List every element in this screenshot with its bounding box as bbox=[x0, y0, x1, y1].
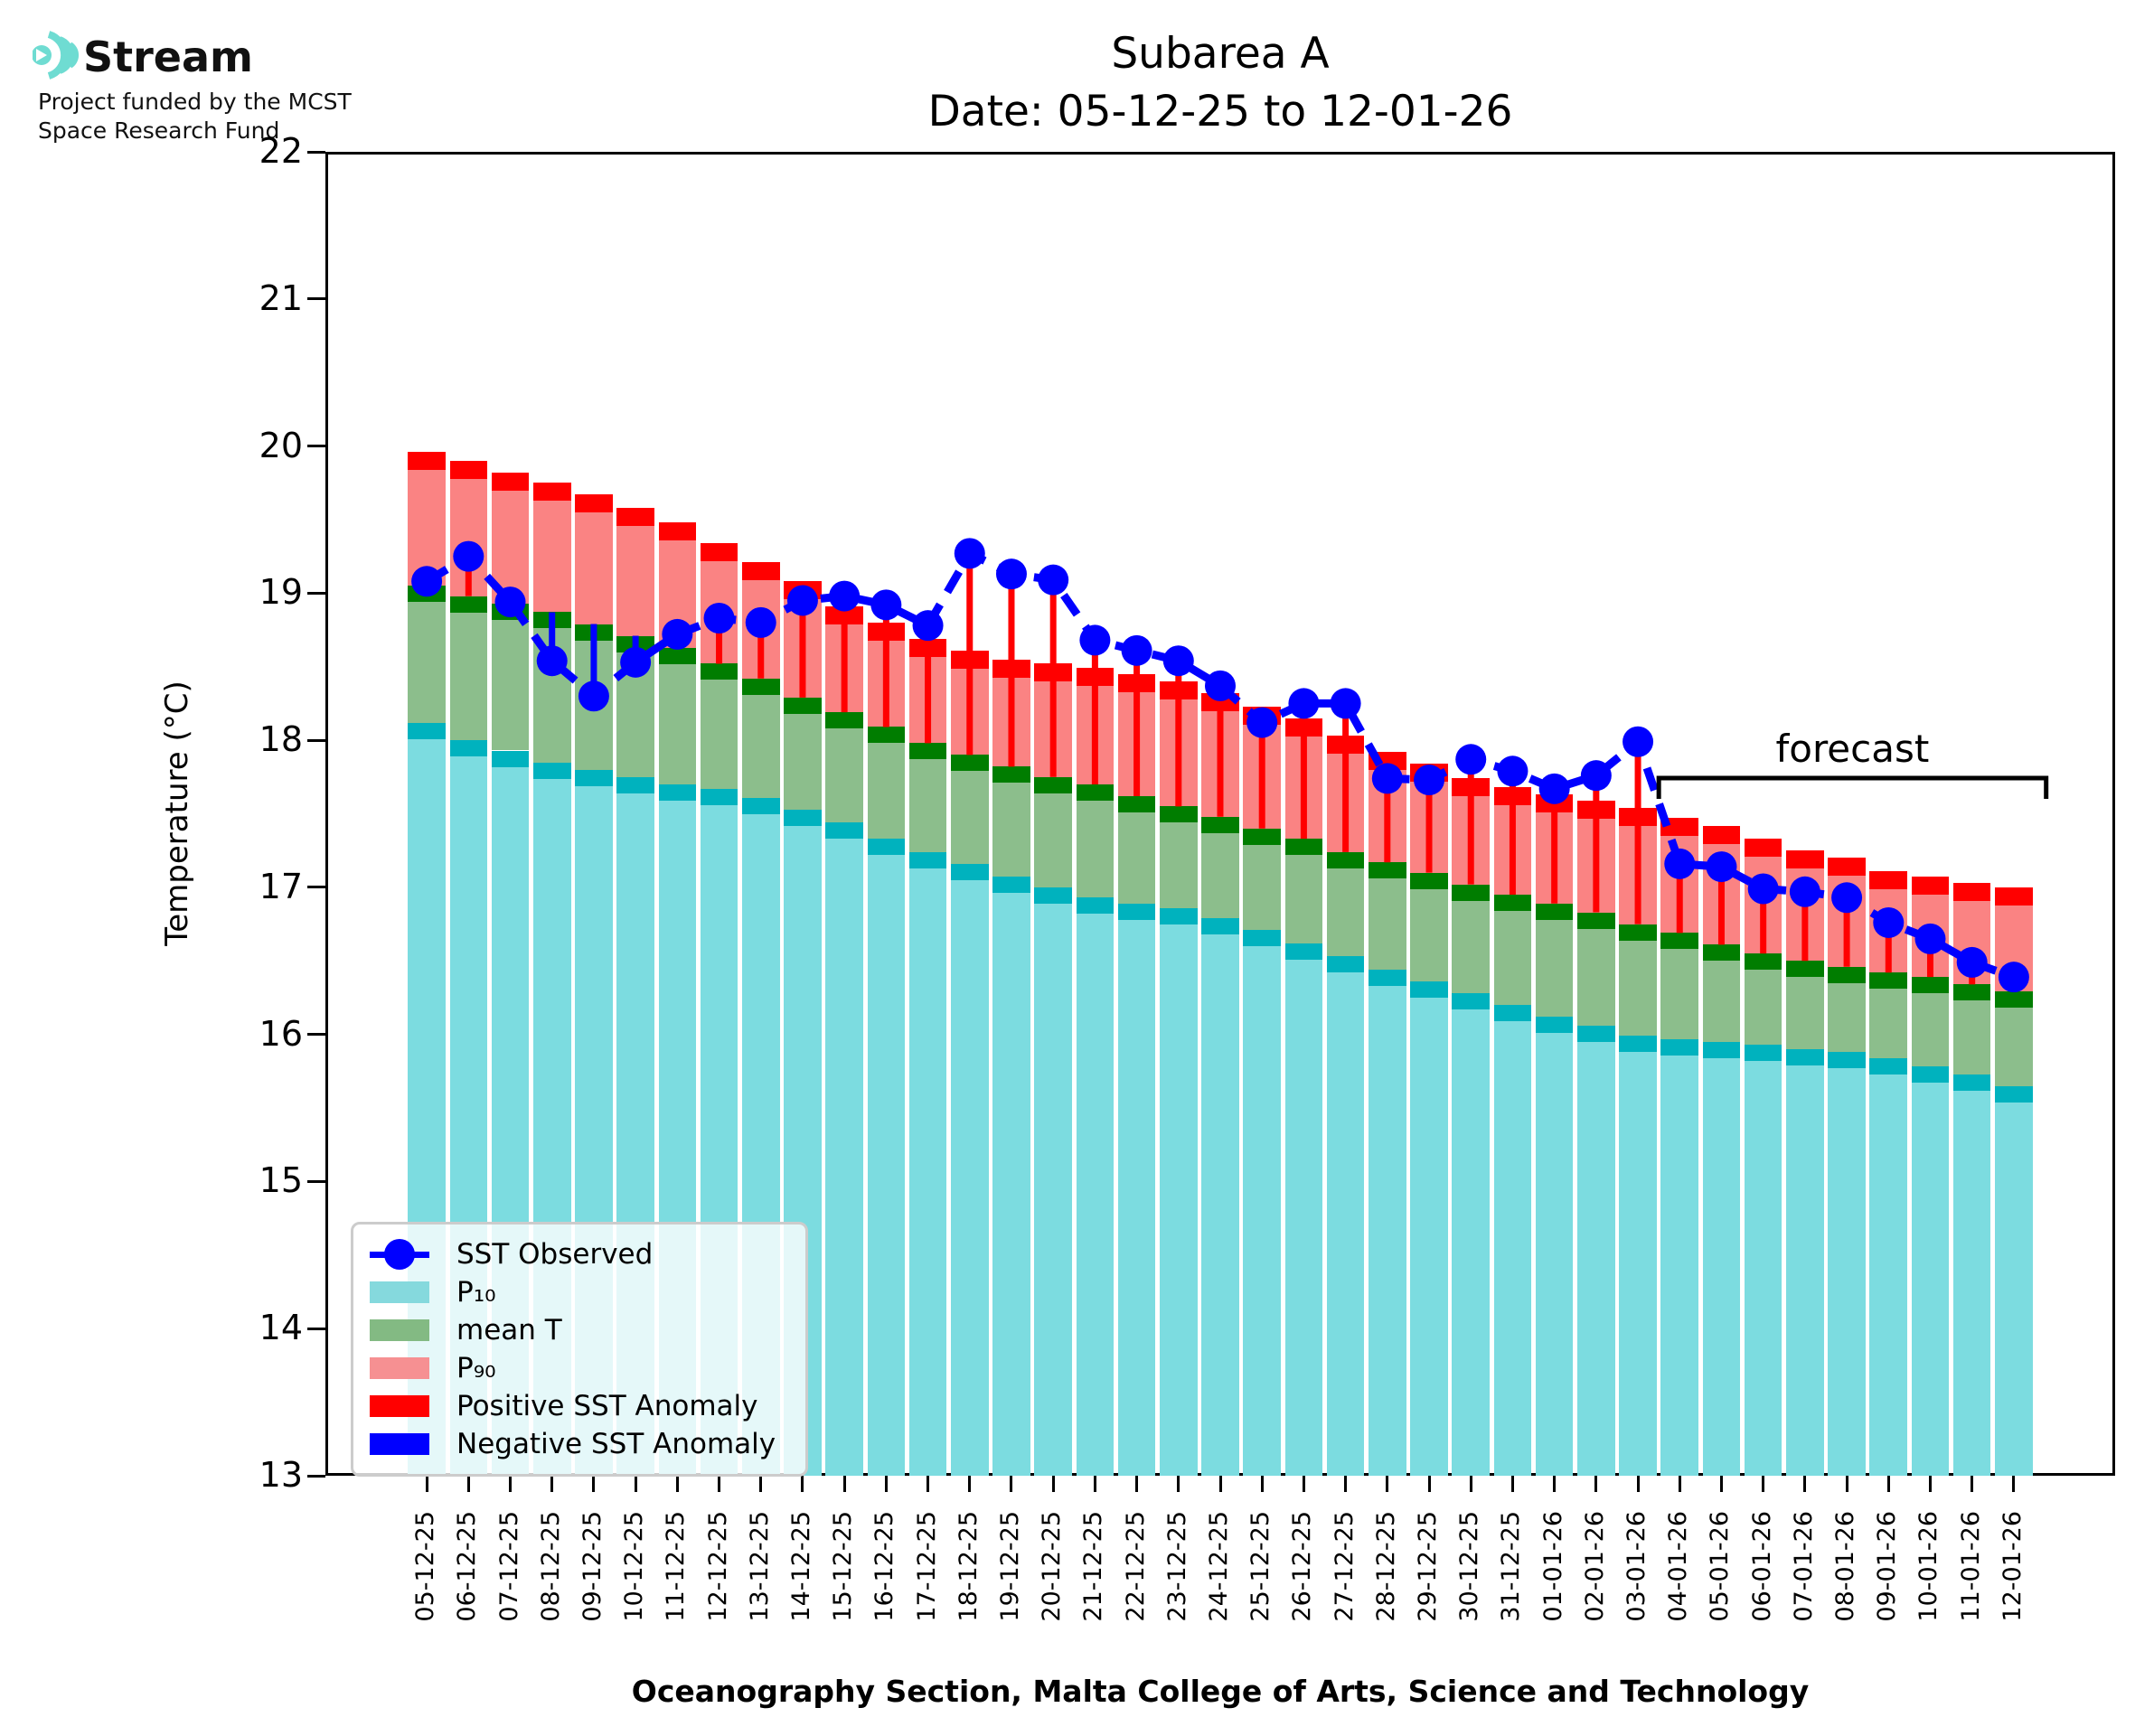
sst-observed-point bbox=[1789, 876, 1820, 907]
sst-observed-point bbox=[536, 645, 568, 677]
sst-observed-point bbox=[1747, 873, 1779, 905]
sst-observed-point bbox=[620, 646, 652, 678]
p10-patch-icon bbox=[370, 1281, 429, 1303]
sst-observed-point bbox=[1121, 634, 1152, 666]
sst-observed-point bbox=[1038, 564, 1069, 596]
logo: Stream Project funded by the MCST Space … bbox=[33, 27, 503, 154]
sst-observed-point bbox=[453, 540, 484, 572]
legend-item-negative-anomaly: Negative SST Anomaly bbox=[370, 1425, 789, 1463]
forecast-label: forecast bbox=[1775, 727, 1929, 771]
legend-item-sst-observed: SST Observed bbox=[370, 1235, 789, 1273]
negative-anomaly-patch-icon bbox=[370, 1433, 429, 1455]
sst-observed-point bbox=[662, 618, 693, 650]
legend-label: Negative SST Anomaly bbox=[456, 1428, 776, 1460]
x-axis-title: Oceanography Section, Malta College of A… bbox=[631, 1674, 1810, 1709]
sst-observed-point bbox=[1162, 645, 1194, 677]
legend-label: SST Observed bbox=[456, 1238, 654, 1271]
legend-label: P₁₀ bbox=[456, 1276, 496, 1309]
sst-observed-point bbox=[1371, 763, 1403, 794]
sst-observed-point bbox=[494, 586, 526, 618]
legend-item-positive-anomaly: Positive SST Anomaly bbox=[370, 1387, 789, 1425]
legend: SST Observed P₁₀ mean T P₉₀ Positive SST… bbox=[351, 1222, 808, 1477]
sst-observed-point bbox=[1497, 755, 1528, 787]
sst-observed-point bbox=[1956, 946, 1988, 978]
brand-name: Stream bbox=[83, 33, 253, 81]
sst-observed-point bbox=[1246, 707, 1278, 738]
sst-observed-point bbox=[1664, 848, 1696, 879]
sst-observed-point bbox=[1706, 851, 1737, 883]
sst-observed-point bbox=[1580, 760, 1612, 792]
stream-logo-icon bbox=[33, 31, 79, 80]
sst-observed-point bbox=[1998, 962, 2029, 993]
legend-label: Positive SST Anomaly bbox=[456, 1390, 758, 1422]
sst-observed-point bbox=[578, 680, 609, 712]
mean-t-patch-icon bbox=[370, 1319, 429, 1341]
legend-item-p90: P₉₀ bbox=[370, 1349, 789, 1387]
sst-observed-point bbox=[1455, 744, 1487, 775]
p90-patch-icon bbox=[370, 1357, 429, 1379]
sst-observed-point bbox=[786, 585, 818, 616]
legend-item-p10: P₁₀ bbox=[370, 1273, 789, 1311]
chart-title-line1: Subarea A bbox=[1111, 29, 1330, 79]
sst-observed-point bbox=[1914, 923, 1946, 954]
sst-observed-point bbox=[870, 589, 902, 621]
sst-observed-point bbox=[1538, 773, 1570, 804]
sst-observed-point bbox=[1873, 906, 1905, 938]
sst-observed-point bbox=[1623, 726, 1654, 757]
sst-observed-point bbox=[1079, 624, 1111, 656]
y-axis-title: Temperature (°C) bbox=[159, 680, 195, 946]
sst-observed-point bbox=[1414, 765, 1445, 796]
funding-line-2: Space Research Fund bbox=[38, 117, 280, 144]
sst-observed-point bbox=[829, 580, 861, 612]
positive-anomaly-patch-icon bbox=[370, 1395, 429, 1417]
sst-observed-point bbox=[912, 610, 944, 642]
sst-observed-point bbox=[1831, 882, 1863, 914]
legend-label: mean T bbox=[456, 1314, 562, 1347]
sst-observed-point bbox=[1205, 670, 1236, 701]
sst-observed-point bbox=[745, 606, 776, 638]
sst-observed-point bbox=[954, 538, 985, 569]
sst-observed-point bbox=[411, 566, 443, 597]
sst-observed-point bbox=[703, 603, 735, 634]
sst-observed-point bbox=[1288, 688, 1320, 719]
funding-line-1: Project funded by the MCST bbox=[38, 89, 352, 115]
chart-title-line2: Date: 05-12-25 to 12-01-26 bbox=[927, 87, 1513, 136]
chart-title: Subarea A Date: 05-12-25 to 12-01-26 bbox=[928, 25, 1513, 141]
legend-item-mean-t: mean T bbox=[370, 1311, 789, 1349]
forecast-bracket bbox=[1656, 775, 2049, 799]
sst-observed-marker-icon bbox=[370, 1239, 429, 1270]
legend-label: P₉₀ bbox=[456, 1352, 496, 1384]
sst-observed-point bbox=[1330, 688, 1361, 719]
sst-observed-point bbox=[995, 558, 1027, 590]
